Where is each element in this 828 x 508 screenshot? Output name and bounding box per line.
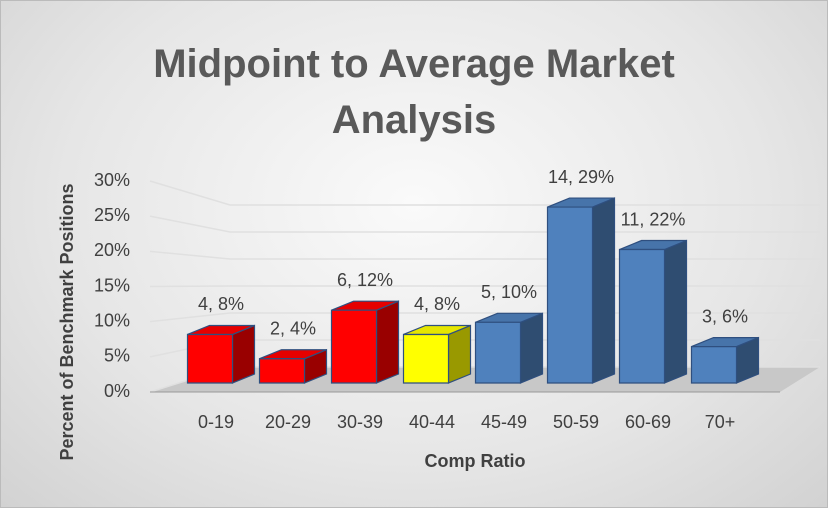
bar-front [402, 333, 450, 384]
bar-front [186, 333, 234, 384]
bar-front [618, 248, 666, 384]
bar-front [258, 358, 306, 384]
x-tick-label: 40-44 [409, 412, 455, 432]
y-tick-label: 15% [94, 275, 130, 295]
bar-side [591, 197, 616, 384]
bar [690, 336, 760, 384]
data-label: 11, 22% [621, 209, 686, 229]
bar [186, 324, 256, 384]
y-tick-label: 5% [104, 346, 130, 366]
grid-line [149, 215, 820, 233]
bar-side [663, 239, 688, 384]
data-label: 14, 29% [548, 167, 614, 187]
data-label: 3, 6% [702, 306, 748, 326]
data-label: 4, 8% [414, 294, 460, 314]
x-tick-label: 70+ [705, 412, 736, 432]
bar [618, 239, 688, 384]
y-tick-label: 10% [94, 310, 130, 330]
y-tick-label: 20% [94, 240, 130, 260]
bar-side [375, 300, 400, 384]
bar-front [474, 321, 522, 384]
y-tick-label: 0% [104, 381, 130, 401]
bar-side [447, 324, 472, 384]
x-tick-label: 20-29 [265, 412, 311, 432]
data-label: 5, 10% [481, 282, 537, 302]
bar [474, 312, 544, 384]
bar-front [546, 206, 594, 384]
data-label: 6, 12% [337, 270, 393, 290]
y-tick-label: 30% [94, 170, 130, 190]
bar [330, 300, 400, 384]
bar [546, 197, 616, 384]
x-tick-label: 45-49 [481, 412, 527, 432]
data-label: 2, 4% [270, 318, 316, 338]
data-label: 4, 8% [198, 294, 244, 314]
x-tick-label: 0-19 [198, 412, 234, 432]
x-tick-label: 50-59 [553, 412, 599, 432]
bar [402, 324, 472, 384]
bar-side [231, 324, 256, 384]
bar-front [330, 309, 378, 384]
bar-side [519, 312, 544, 384]
grid-line [149, 250, 820, 260]
bar [258, 348, 328, 384]
y-tick-label: 25% [94, 205, 130, 225]
x-axis-title: Comp Ratio [425, 451, 526, 471]
y-axis-title: Percent of Benchmark Positions [57, 183, 77, 460]
bar-front [690, 346, 738, 384]
grid-line [149, 180, 820, 206]
x-tick-label: 30-39 [337, 412, 383, 432]
chart-title: Midpoint to Average Market Analysis [153, 42, 675, 142]
x-tick-label: 60-69 [625, 412, 671, 432]
